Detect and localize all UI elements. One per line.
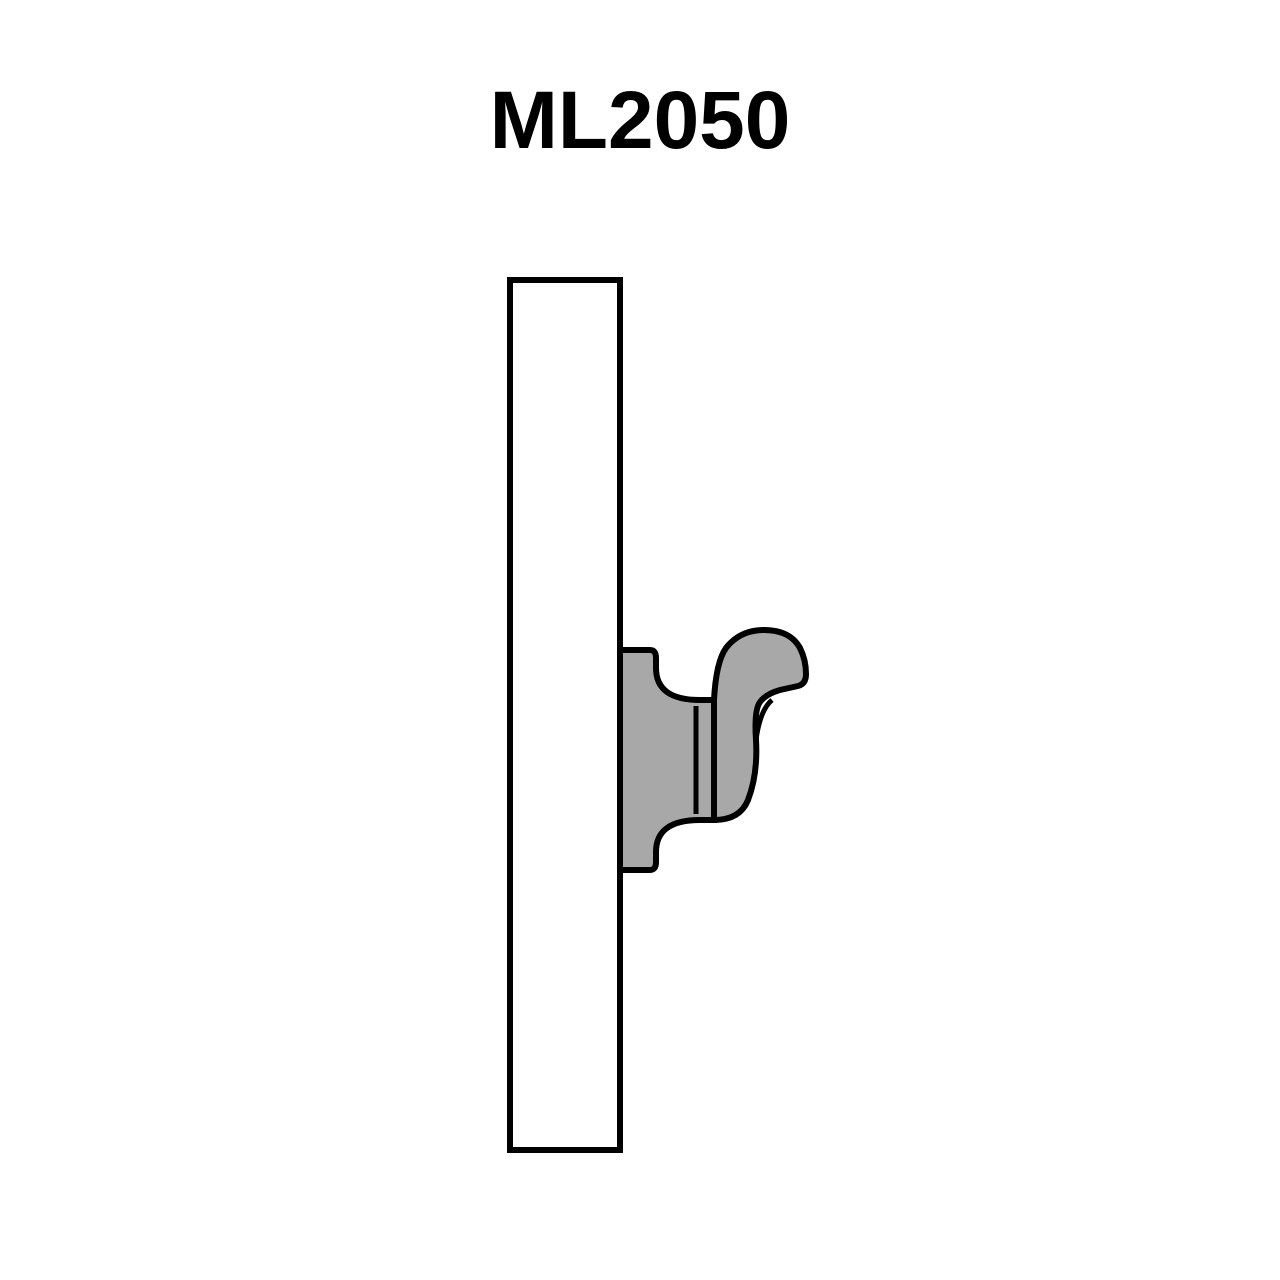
thumbturn-base (620, 650, 714, 870)
escutcheon-plate (510, 280, 620, 1150)
diagram-canvas: ML2050 (0, 0, 1280, 1280)
lock-diagram (0, 0, 1280, 1280)
